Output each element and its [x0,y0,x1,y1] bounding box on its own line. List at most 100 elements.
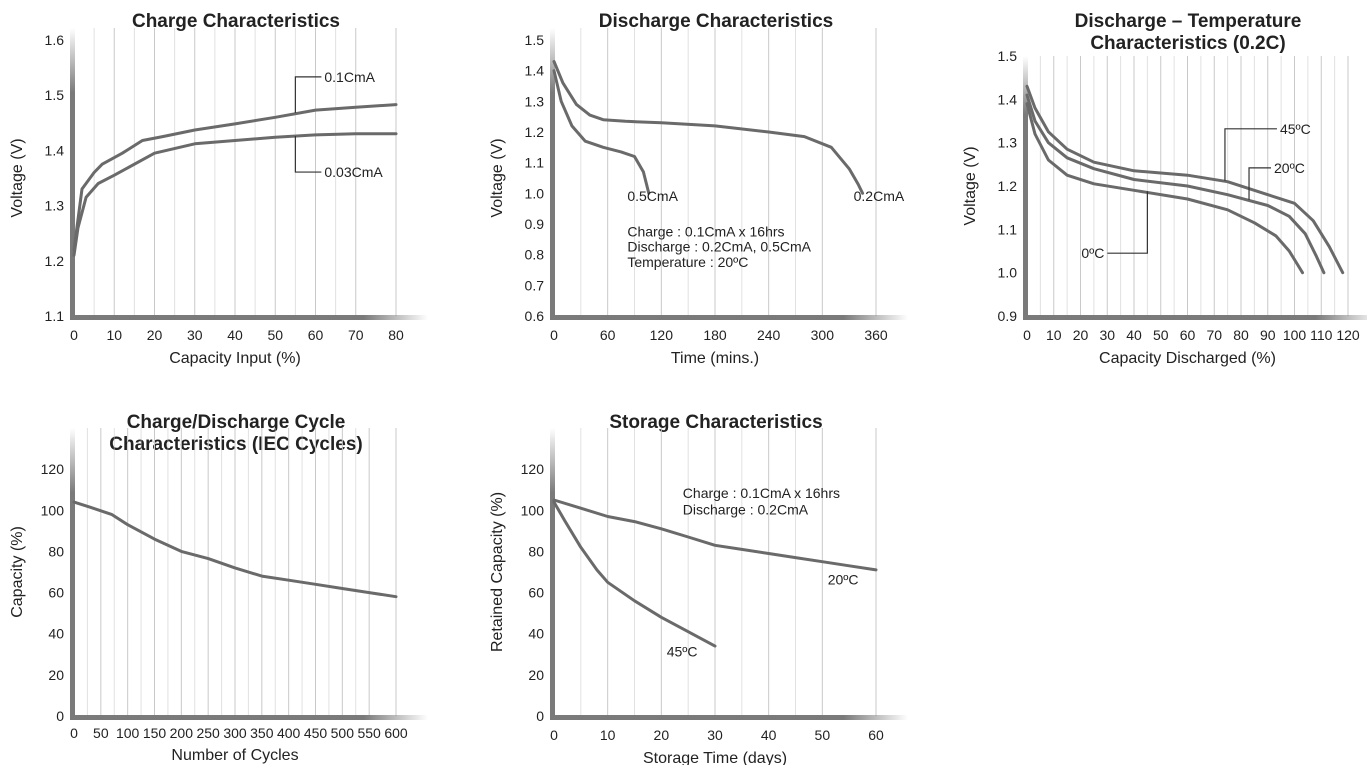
x-axis-line [70,715,428,720]
x-tick-label: 300 [811,327,835,343]
y-tick-label: 40 [528,626,544,642]
y-tick-label: 1.2 [525,124,545,140]
x-tick-label: 40 [227,327,243,343]
x-tick-label: 150 [143,725,167,741]
x-tick-label: 0 [550,327,558,343]
chart-title: Storage Characteristics [609,412,822,433]
y-tick-label: 100 [521,502,545,518]
y-axis-line [550,28,555,320]
x-tick-label: 60 [1180,327,1196,343]
annotation-leader-line [294,136,322,173]
y-tick-label: 1.5 [525,32,545,48]
series-line [1025,102,1304,275]
x-tick-label: 70 [1206,327,1222,343]
y-tick-label: 0.9 [525,216,545,232]
series-line [552,498,878,572]
x-tick-label: 20 [147,327,163,343]
y-axis-label: Voltage (V) [9,138,26,217]
annotation-label: Charge : 0.1CmA x 16hrs [627,223,784,239]
y-tick-label: 1.4 [525,63,545,79]
x-tick-label: 50 [93,725,109,741]
x-tick-label: 60 [868,727,884,743]
y-tick-label: 1.0 [998,265,1018,281]
x-tick-label: 350 [250,725,274,741]
y-tick-label: 1.0 [525,185,545,201]
x-tick-label: 10 [106,327,122,343]
y-tick-label: 1.5 [998,48,1018,64]
x-tick-label: 250 [196,725,220,741]
annotation-leader-line [1107,191,1148,254]
x-tick-label: 600 [384,725,408,741]
y-tick-label: 1.1 [998,221,1018,237]
y-tick-label: 60 [48,585,64,601]
x-tick-label: 20 [1073,327,1089,343]
x-tick-label: 360 [864,327,888,343]
x-tick-label: 30 [187,327,203,343]
x-tick-label: 0 [70,327,78,343]
chart-title: Charge/Discharge Cycle [127,412,346,433]
y-tick-label: 20 [48,667,64,683]
annotation-label: 20ºC [828,571,859,587]
x-tick-label: 80 [388,327,404,343]
y-tick-label: 100 [41,502,65,518]
x-tick-label: 80 [1233,327,1249,343]
y-tick-label: 80 [528,543,544,559]
x-tick-label: 30 [707,727,723,743]
x-tick-label: 240 [757,327,781,343]
annotation-label: 45ºC [1280,121,1311,137]
annotation-label: Discharge : 0.2CmA, 0.5CmA [627,239,811,255]
series-line [552,60,865,195]
x-tick-label: 200 [170,725,194,741]
x-tick-label: 50 [1153,327,1169,343]
x-tick-label: 110 [1310,327,1333,343]
y-tick-label: 1.4 [998,91,1018,107]
x-tick-label: 0 [1023,327,1031,343]
y-tick-label: 120 [41,461,65,477]
x-tick-label: 40 [761,727,777,743]
x-tick-label: 0 [70,725,78,741]
y-axis-label: Voltage (V) [962,146,979,225]
annotation-label: 0.1CmA [324,69,375,85]
x-tick-label: 70 [348,327,364,343]
chart-2: Discharge Characteristics 0 60 120 180 240 300… [489,11,908,367]
y-tick-label: 0 [56,708,64,724]
x-tick-label: 100 [116,725,140,741]
x-axis-label: Capacity Discharged (%) [1099,350,1276,367]
series-line [552,500,717,648]
x-tick-label: 50 [267,327,283,343]
x-axis-label: Capacity Input (%) [169,350,301,367]
y-axis-label: Retained Capacity (%) [489,492,506,652]
x-axis-line [550,315,908,320]
annotation-label: Charge : 0.1CmA x 16hrs [683,485,840,501]
annotation-label: 0.03CmA [324,164,383,180]
x-tick-label: 90 [1260,327,1276,343]
x-tick-label: 550 [357,725,381,741]
y-tick-label: 1.1 [45,308,65,324]
y-tick-label: 1.2 [998,178,1018,194]
y-axis-label: Voltage (V) [489,138,506,217]
x-tick-label: 50 [815,727,831,743]
x-tick-label: 300 [223,725,247,741]
y-tick-label: 1.3 [45,198,65,214]
x-tick-label: 10 [600,727,616,743]
series-line [1025,93,1326,275]
y-tick-label: 60 [528,585,544,601]
annotation-leader-line [294,76,322,113]
series-line [1025,84,1345,275]
y-tick-label: 1.1 [525,155,545,171]
x-axis-label: Storage Time (days) [643,750,787,765]
x-tick-label: 400 [277,725,301,741]
series-line [72,500,398,599]
x-axis-line [70,315,428,320]
chart-title: Characteristics (0.2C) [1090,33,1285,54]
y-tick-label: 1.4 [45,142,65,158]
y-tick-label: 80 [48,543,64,559]
x-axis-label: Time (mins.) [671,350,759,367]
y-tick-label: 0.7 [525,277,545,293]
annotation-label: Temperature : 20ºC [627,254,748,270]
x-tick-label: 100 [1283,327,1307,343]
y-tick-label: 0.6 [525,308,545,324]
x-tick-label: 500 [331,725,355,741]
